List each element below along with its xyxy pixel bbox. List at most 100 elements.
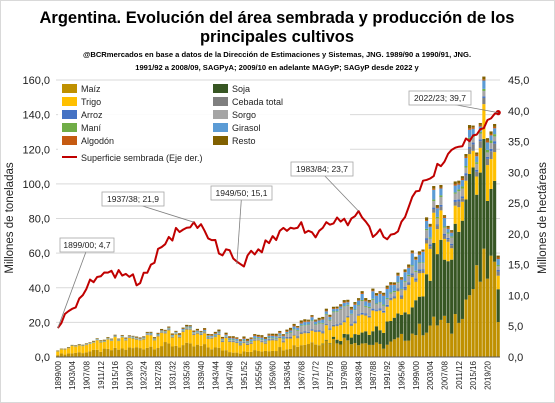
bar-segment [417, 251, 422, 254]
bar-segment [317, 330, 321, 331]
bar-segment [263, 342, 268, 344]
bar-segment [281, 338, 285, 339]
bar-segment [56, 350, 60, 352]
bar-segment [475, 194, 479, 266]
bar-segment [339, 306, 343, 309]
bar-segment [278, 334, 282, 336]
x-tick-label: 1927/28 [154, 360, 163, 389]
bar-segment [203, 333, 207, 345]
bar-segment [414, 278, 418, 281]
bar-segment [396, 313, 400, 338]
bar-segment [349, 308, 353, 310]
bar-segment [389, 285, 393, 293]
bar-segment [460, 318, 464, 357]
annotations: 1899/00; 4,7 1937/38; 21,9 1949/50; 15,1 19… [57, 90, 499, 329]
bar-segment [195, 332, 200, 334]
bar-segment [288, 337, 293, 339]
bar-segment [385, 297, 389, 299]
bar-segment [421, 251, 425, 252]
bar-segment [428, 325, 432, 357]
x-tick-label: 1995/96 [398, 360, 407, 389]
bar-segment [378, 293, 382, 303]
bar-segment [213, 337, 217, 348]
bar-segment [457, 184, 461, 190]
bar-segment [102, 339, 106, 341]
bar-segment [245, 344, 250, 352]
bar-segment [253, 337, 257, 339]
bar-segment [435, 229, 439, 255]
bar-segment [442, 227, 447, 234]
bar-segment [353, 343, 357, 357]
bar-segment [453, 181, 457, 185]
bar-segment [475, 171, 479, 177]
bar-segment [296, 326, 300, 328]
bar-segment [439, 210, 443, 240]
bar-segment [428, 226, 432, 238]
bar-segment [317, 322, 321, 324]
bar-segment [177, 336, 182, 337]
bar-segment [374, 326, 379, 343]
bar-segment [249, 339, 253, 341]
bar-segment [102, 341, 106, 349]
bar-segment [485, 149, 490, 153]
bar-segment [245, 343, 250, 345]
bar-segment [467, 125, 472, 129]
bar-segment [238, 343, 242, 345]
bar-segment [314, 319, 318, 321]
bar-segment [106, 348, 110, 357]
bar-segment [84, 345, 89, 353]
legend-label: Maní [81, 123, 102, 133]
series-line-superficie [56, 111, 499, 329]
annotation-label: 1983/84; 23,7 [296, 164, 348, 174]
x-tick-label: 1999/00 [412, 360, 421, 389]
bar-segment [328, 329, 332, 331]
bar-segment [364, 298, 368, 301]
bar-segment [489, 188, 493, 256]
bar-segment [314, 324, 318, 326]
y-tick-label: 20,0 [29, 317, 50, 329]
bar-segment [177, 336, 182, 338]
bar-segment [439, 239, 443, 320]
bar-segment [482, 96, 486, 98]
bar-segment [281, 334, 285, 336]
chart-title-line1: Argentina. Evolución del área sembrada y… [40, 9, 515, 27]
bar-segment [120, 348, 124, 357]
bar-segment [263, 337, 268, 339]
bar-segment [450, 232, 454, 237]
x-tick-label: 1907/08 [82, 360, 91, 389]
bar-segment [99, 340, 103, 342]
bar-segment [224, 332, 228, 335]
bar-segment [349, 306, 353, 309]
bar-segment [263, 341, 268, 343]
bar-segment [364, 305, 368, 307]
bar-segment [450, 243, 454, 246]
bar-segment [117, 349, 121, 357]
bar-segment [396, 272, 400, 275]
bar-segment [342, 321, 346, 323]
bar-segment [478, 172, 482, 282]
bar-segment [170, 333, 174, 335]
x-tick-label: 1915/16 [111, 360, 120, 389]
bar-segment [374, 295, 379, 296]
bar-segment [442, 215, 447, 217]
bar-segment [292, 325, 296, 327]
bar-segment [489, 143, 493, 149]
bar-segment [482, 248, 486, 357]
bar-segment [167, 326, 171, 328]
bar-segment [335, 308, 339, 312]
bar-segment [335, 325, 339, 327]
bar-segment [253, 350, 257, 357]
bar-segment [435, 325, 439, 357]
legend-swatch [213, 84, 228, 93]
bar-segment [156, 333, 160, 335]
bar-segment [177, 334, 182, 336]
bar-segment [493, 134, 497, 137]
bar-segment [256, 351, 260, 357]
bar-segment [335, 312, 339, 325]
bar-segment [274, 337, 278, 339]
bar-segment [356, 305, 361, 315]
bar-segment [399, 295, 404, 297]
bar-segment [174, 330, 178, 332]
bar-segment [382, 294, 386, 296]
bar-segment [188, 326, 192, 328]
